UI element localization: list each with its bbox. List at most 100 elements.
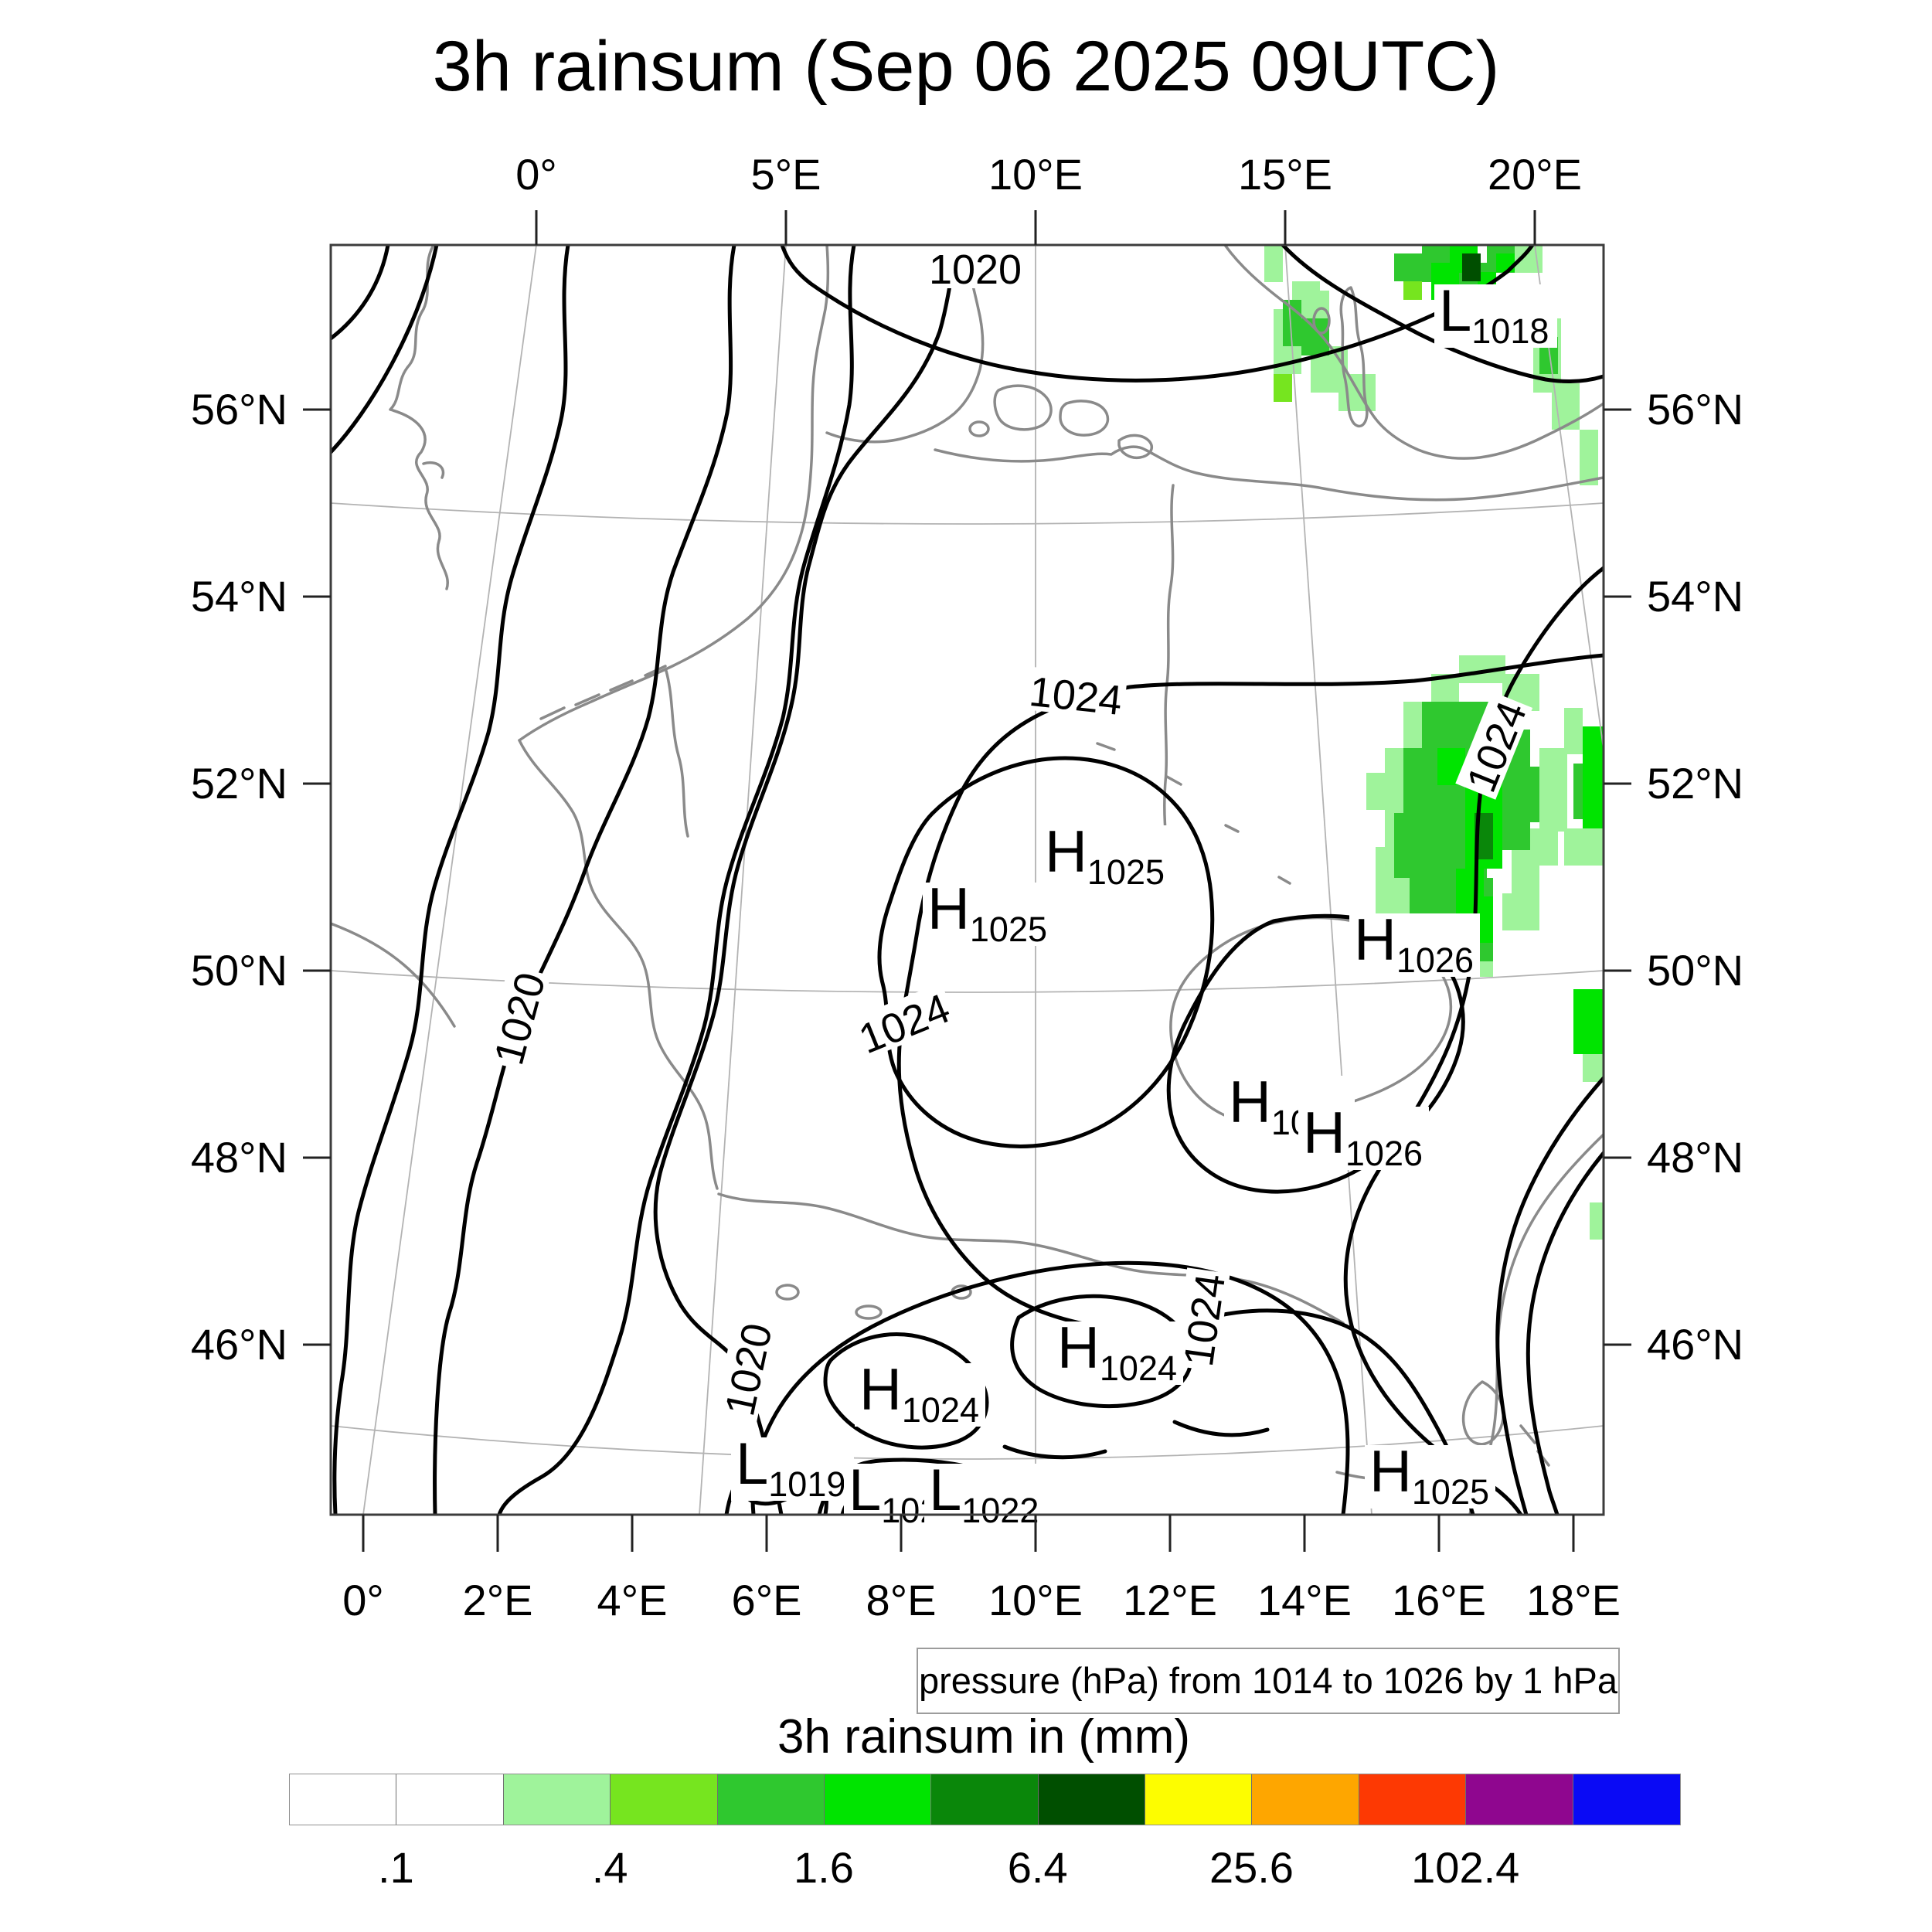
marker-mask (1365, 1445, 1495, 1509)
axis-tick-label: 12°E (1123, 1576, 1217, 1624)
meridian-line (1284, 245, 1372, 1515)
colorbar-cell (1252, 1774, 1359, 1825)
axis-tick-label: 2°E (463, 1576, 533, 1624)
isobar (497, 245, 856, 1515)
colorbar-cell (396, 1774, 504, 1825)
coastline-england-inlet (422, 461, 445, 479)
contour-label: 1024 (1175, 1270, 1234, 1369)
colorbar-label: 25.6 (1209, 1843, 1294, 1892)
marker-mask (923, 883, 1053, 946)
rain-cell (1580, 430, 1598, 485)
pressure-marker-L: L1022 (929, 1458, 1039, 1530)
map-frame (329, 243, 1605, 1516)
isobar-texture (1002, 1444, 1107, 1460)
contour-label-group: 1024 (849, 982, 957, 1063)
danish-island (993, 384, 1053, 431)
border-alps (717, 1192, 1345, 1325)
danish-island (968, 420, 990, 437)
contour-label-group: 1020 (714, 1315, 781, 1422)
danish-island (1059, 400, 1110, 437)
axis-ticks-layer: 0° 5°E 10°E 15°E 20°E 0° 2°E 4°E 6°E 8°E 10°E 12°E 1… (191, 150, 1743, 1624)
pressure-marker-H: H1026 (1303, 1100, 1423, 1173)
axis-tick-label: 48°N (191, 1133, 287, 1182)
axis-tick-label: 20°E (1488, 150, 1582, 199)
ruegen-island (1117, 434, 1154, 460)
colorbar-cell (611, 1774, 718, 1825)
isobar-1024-main (896, 653, 1604, 1515)
rain-colorbar (289, 1774, 1681, 1825)
colorbar-label: 1.6 (793, 1843, 854, 1892)
rain-cell (1366, 773, 1385, 810)
isobar-1024-alpine-west (823, 1332, 989, 1450)
isobar-1020 (653, 245, 958, 1515)
marker-mask (1040, 825, 1171, 889)
axis-tick-label: 18°E (1526, 1576, 1621, 1624)
contour-label-mask (714, 1315, 777, 1422)
rain-cell (1564, 708, 1583, 754)
axis-tick-label: 0° (342, 1576, 384, 1624)
axis-tick-label: 52°N (191, 759, 287, 808)
colorbar-cell (931, 1774, 1039, 1825)
alpine-lake (775, 1284, 800, 1301)
contour-label-group: 1024 (1024, 666, 1128, 724)
colorbar-label: .1 (378, 1843, 414, 1892)
alpine-lake (951, 1284, 972, 1300)
map-labels-layer: L1018H1025H1025H1026H1026H1026H1024H1024… (483, 245, 1557, 1530)
colorbar-cell (503, 1774, 611, 1825)
isobar-adriatic (1526, 1151, 1604, 1515)
colorbar-cell (717, 1774, 825, 1825)
pressure-legend-text: pressure (hPa) from 1014 to 1026 by 1 hP… (919, 1660, 1617, 1701)
meridian-line (1534, 245, 1604, 755)
pressure-legend: pressure (hPa) from 1014 to 1026 by 1 hP… (917, 1648, 1620, 1714)
contour-label: 1024 (1027, 668, 1124, 724)
colorbar-title: 3h rainsum in (mm) (777, 1710, 1190, 1764)
isobar (332, 245, 570, 1515)
colorbar-cell (290, 1774, 397, 1825)
axis-tick-label: 10°E (988, 1576, 1083, 1624)
pressure-marker-L: L1019 (736, 1431, 845, 1504)
axis-tick-label: 54°N (191, 572, 287, 621)
contour-label-mask (1173, 1267, 1230, 1372)
oland-island (1312, 307, 1331, 335)
colorbar-cell (1466, 1774, 1573, 1825)
coastline-england (389, 245, 449, 590)
contour-label-group: 1020 (926, 245, 1025, 293)
rain-cell (1583, 1054, 1604, 1082)
meridian-line (362, 245, 537, 1515)
isobar-adriatic (1495, 1076, 1604, 1515)
rain-cell (1521, 767, 1539, 822)
alpine-lake (855, 1304, 883, 1320)
rain-cell (1552, 383, 1580, 430)
isobar-1024-alpine-east (1010, 1294, 1193, 1408)
contour-label-group: 1024 (1173, 1267, 1234, 1372)
rain-cell (1573, 764, 1583, 819)
marker-mask (855, 1363, 985, 1427)
pressure-marker-L: L1018 (1439, 278, 1549, 351)
contour-label: 1020 (485, 968, 554, 1070)
marker-mask (731, 1437, 854, 1501)
pressure-marker-H: H1025 (927, 876, 1047, 949)
marker-mask (1349, 913, 1480, 977)
axis-tick-label: 0° (515, 150, 557, 199)
axis-tick-label: 10°E (988, 150, 1083, 199)
contour-label-mask (483, 964, 551, 1072)
rain-cell (1573, 989, 1604, 1054)
isobar-1020 (433, 245, 736, 1515)
axis-tick-label: 50°N (191, 946, 287, 995)
axis-tick-label: 56°N (191, 385, 287, 434)
isobar-1023-alpine (750, 1260, 1350, 1515)
rain-cell (1274, 374, 1292, 402)
coastline-sweden (1223, 245, 1604, 460)
graticule-layer (331, 245, 1604, 1515)
rain-cell (1539, 748, 1567, 832)
axis-tick-label: 54°N (1647, 572, 1743, 621)
isobar (331, 245, 390, 341)
contour-label-mask (1024, 666, 1128, 720)
border-west (518, 739, 719, 1190)
axis-tick-label: 56°N (1647, 385, 1743, 434)
axis-tick-label: 16°E (1392, 1576, 1486, 1624)
pressure-marker-H: H1025 (1369, 1439, 1489, 1512)
pressure-marker-H: H1024 (859, 1357, 979, 1430)
